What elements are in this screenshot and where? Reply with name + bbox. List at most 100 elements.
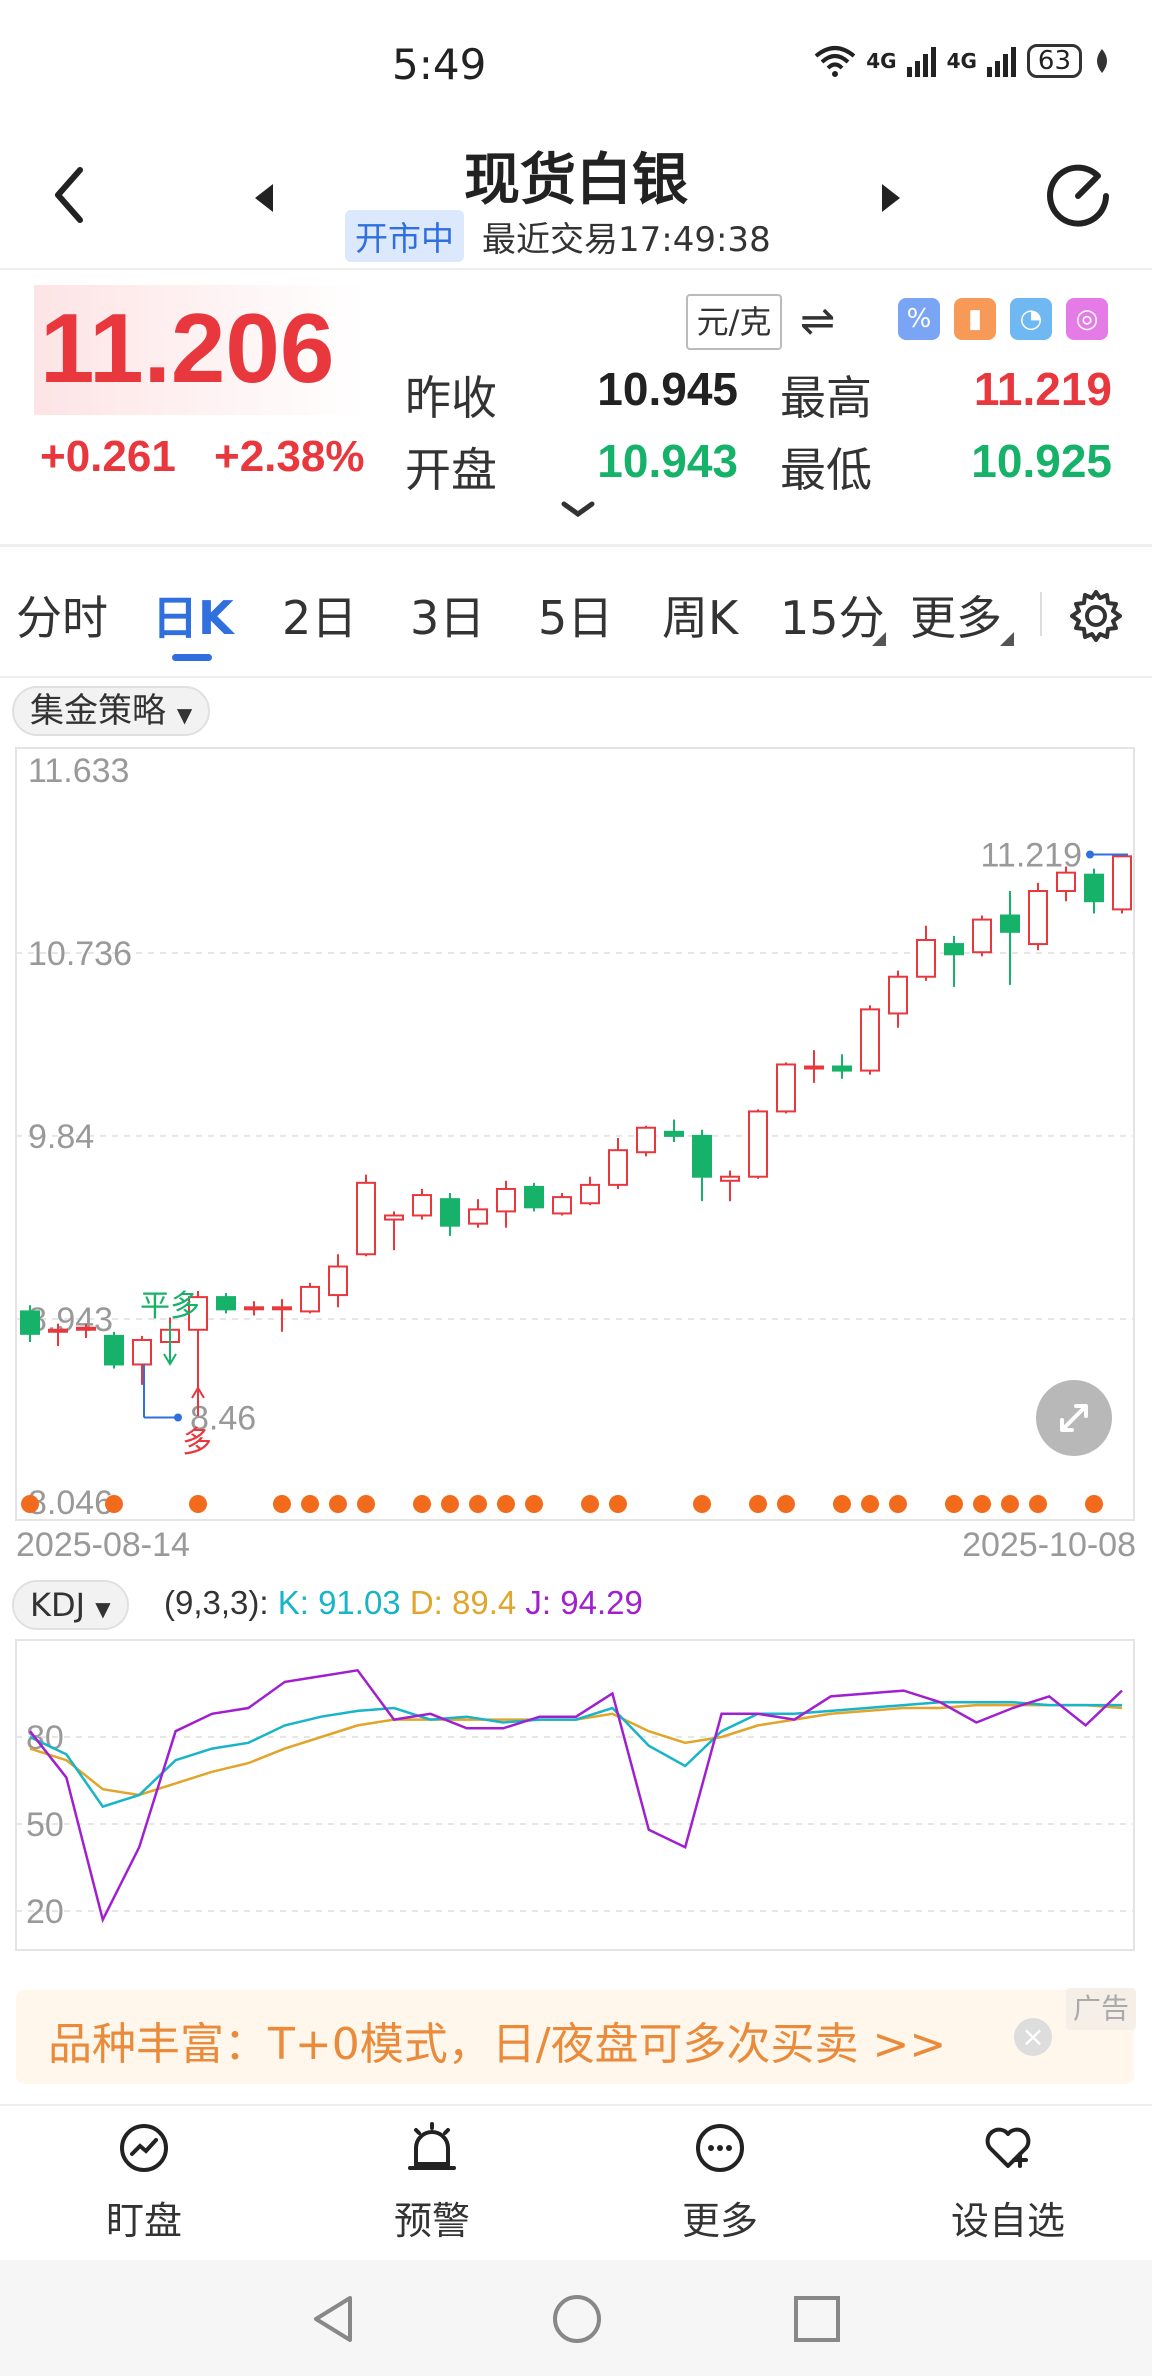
percent-icon[interactable]: %	[898, 298, 940, 340]
nav-alert-label: 预警	[393, 2199, 470, 2243]
system-recents-icon[interactable]	[792, 2294, 842, 2344]
kdj-frame	[15, 1639, 1135, 1951]
ad-banner[interactable]	[16, 1990, 1134, 2084]
candle-body	[216, 1296, 236, 1311]
candle	[440, 1193, 460, 1236]
tab-weekly-k[interactable]: 周K	[662, 591, 739, 645]
caret-down-icon: ▼	[95, 1597, 111, 1621]
candle	[468, 1199, 488, 1228]
kdj-tick-label: 20	[26, 1893, 64, 1931]
next-item-icon[interactable]	[870, 178, 910, 218]
caret-down-icon: ▼	[176, 703, 193, 727]
kdj-legend: (9,3,3): K: 91.03 D: 89.4 J: 94.29	[164, 1584, 643, 1622]
candle-body	[944, 943, 964, 956]
open-label: 开盘	[405, 443, 497, 497]
network-4g-label: 4G	[866, 49, 897, 73]
candle	[1028, 882, 1048, 951]
signal-dot	[1029, 1495, 1047, 1513]
high-value: 11.219	[973, 363, 1112, 415]
swap-icon[interactable]: ⇌	[800, 296, 836, 345]
candle	[832, 1054, 852, 1079]
system-nav-bar	[0, 2260, 1152, 2376]
nav-watch[interactable]: 盯盘	[44, 2120, 244, 2245]
signal-dot	[581, 1495, 599, 1513]
divider	[1040, 592, 1042, 636]
tab-2day[interactable]: 2日	[282, 591, 358, 645]
status-time: 5:49	[392, 40, 487, 89]
prev-item-icon[interactable]	[245, 178, 285, 218]
candle	[272, 1299, 292, 1332]
candle	[860, 1005, 880, 1075]
low-value: 10.925	[971, 435, 1112, 487]
high-label: 最高	[780, 371, 872, 425]
candle-body	[748, 1110, 768, 1178]
candle-body	[1084, 873, 1104, 903]
candle-body	[636, 1126, 656, 1154]
signal-dot	[973, 1495, 991, 1513]
kdj-j-line	[29, 1668, 1123, 1924]
divider	[0, 544, 1152, 547]
alarm-icon	[408, 2122, 456, 2170]
header: 现货白银 开市中 最近交易17:49:38	[0, 130, 1152, 270]
dropdown-corner-icon	[872, 632, 886, 646]
system-home-icon[interactable]	[550, 2292, 604, 2346]
y-tick-label: 8.046	[28, 1484, 113, 1522]
system-back-icon[interactable]	[308, 2292, 358, 2346]
refresh-icon[interactable]	[1040, 158, 1116, 234]
indicator-label: KDJ	[30, 1586, 86, 1624]
candle	[104, 1331, 124, 1369]
price-highlight	[34, 285, 364, 415]
candle	[776, 1062, 796, 1114]
market-open-badge: 开市中	[345, 210, 464, 262]
candle	[412, 1188, 432, 1220]
tab-3day[interactable]: 3日	[410, 591, 486, 645]
chevron-down-icon[interactable]	[558, 498, 598, 522]
close-icon[interactable]: ×	[1014, 2018, 1052, 2056]
signal-dot	[861, 1495, 879, 1513]
tab-more[interactable]: 更多	[910, 591, 1002, 645]
candle-body	[48, 1328, 68, 1333]
indicator-dropdown[interactable]: KDJ ▼	[12, 1580, 129, 1630]
candle-body	[832, 1065, 852, 1072]
tab-daily-k[interactable]: 日K	[152, 591, 234, 645]
x-end-label: 2025-10-08	[962, 1526, 1136, 1564]
signal-dot	[273, 1495, 291, 1513]
candle	[664, 1119, 684, 1143]
candle-body	[776, 1063, 796, 1113]
nav-alert[interactable]: 预警	[332, 2120, 532, 2245]
more-icon	[696, 2124, 744, 2172]
ad-text[interactable]: 品种丰富：T+0模式，日/夜盘可多次买卖 >>	[48, 2019, 947, 2070]
nav-add-favorite[interactable]: 设自选	[908, 2120, 1108, 2245]
candlestick-chart[interactable]: 11.633 10.736 9.84 8.943 8.046 11.219 8.46 平多多 2…	[0, 740, 1152, 1570]
unit-toggle-button[interactable]: 元/克	[686, 294, 782, 350]
market-status-line: 开市中 最近交易17:49:38	[345, 210, 771, 262]
target-icon[interactable]: ◎	[1066, 298, 1108, 340]
tab-minute[interactable]: 分时	[16, 591, 108, 645]
signal-dot	[777, 1495, 795, 1513]
candle	[944, 935, 964, 987]
candle	[636, 1125, 656, 1157]
tab-5day[interactable]: 5日	[538, 591, 614, 645]
back-arrow-icon[interactable]	[40, 160, 100, 230]
heart-plus-icon	[985, 2127, 1031, 2168]
y-tick-label: 10.736	[28, 935, 132, 973]
candle	[916, 925, 936, 981]
expand-icon	[1060, 1404, 1088, 1432]
nav-more[interactable]: 更多	[620, 2120, 820, 2245]
tab-15min[interactable]: 15分	[780, 591, 885, 645]
period-tabs: 分时 日K 2日 3日 5日 周K 15分 更多	[0, 570, 1152, 661]
kdj-tick-label: 50	[26, 1806, 64, 1844]
fullscreen-button[interactable]	[1036, 1380, 1112, 1456]
strategy-dropdown[interactable]: 集金策略 ▼	[12, 686, 211, 736]
candle-body	[720, 1175, 740, 1182]
pie-chart-icon[interactable]: ◔	[1010, 298, 1052, 340]
candle	[1112, 854, 1132, 914]
lighthouse-icon[interactable]: ▮	[954, 298, 996, 340]
gear-icon[interactable]	[1068, 588, 1124, 644]
candle	[48, 1323, 68, 1347]
candle	[748, 1109, 768, 1179]
divider	[0, 268, 1152, 270]
status-icons: 4G 4G 63	[814, 44, 1112, 78]
candle-body	[888, 975, 908, 1015]
